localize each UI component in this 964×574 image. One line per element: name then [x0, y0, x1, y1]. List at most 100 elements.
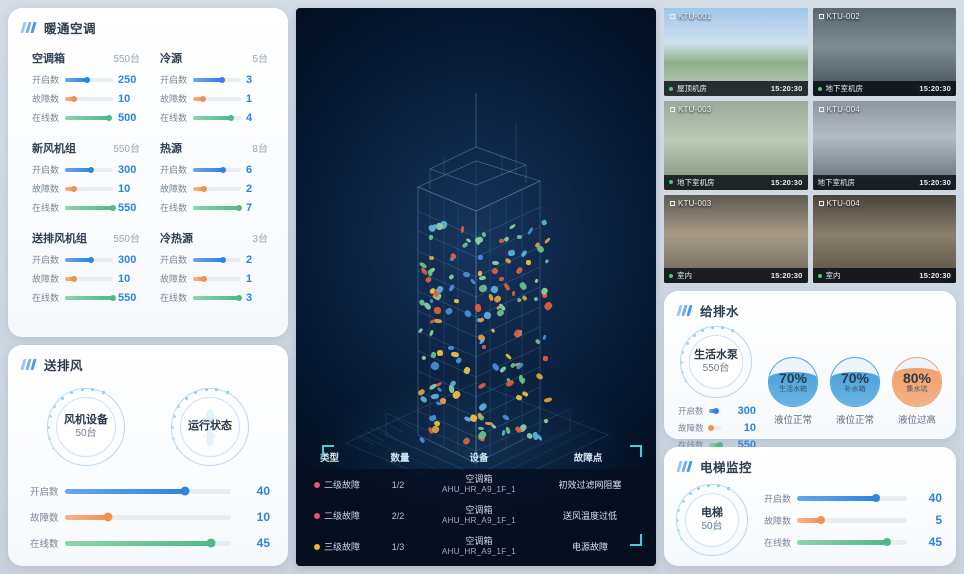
- hvac-4-fault-row[interactable]: 故障数 10: [24, 269, 146, 288]
- hvac-5-online-track[interactable]: [193, 294, 243, 301]
- tank-gauge-0[interactable]: 70% 生活水箱 液位正常: [766, 357, 820, 426]
- water-2-track[interactable]: [709, 441, 724, 448]
- hvac-5-on-knob[interactable]: [219, 256, 226, 263]
- hvac-1-on-knob[interactable]: [218, 76, 225, 83]
- fan-0-knob[interactable]: [180, 486, 190, 496]
- fan-0-track[interactable]: [65, 486, 231, 496]
- hvac-2-online-knob[interactable]: [110, 204, 116, 211]
- hvac-card: 暖通空调 空调箱 550台 开启数 250 故障数 10 在线数 500 冷源 5台 开启数 3 故障数…: [8, 8, 288, 337]
- hvac-1-on-track[interactable]: [193, 76, 241, 83]
- hvac-0-fault-knob[interactable]: [70, 95, 77, 102]
- camera-tile[interactable]: KTU-004 室内 15:20:30: [812, 194, 956, 283]
- camera-tile[interactable]: KTU-002 地下室机房 15:20:30: [812, 8, 956, 97]
- hvac-4-online-track[interactable]: [65, 294, 116, 301]
- hvac-3-on-row[interactable]: 开启数 6: [152, 160, 274, 179]
- hvac-1-on-row[interactable]: 开启数 3: [152, 70, 274, 89]
- fan-0-row[interactable]: 开启数 40: [22, 478, 270, 504]
- hvac-2-fault-row[interactable]: 故障数 10: [24, 179, 146, 198]
- hvac-1-fault-track[interactable]: [193, 95, 241, 102]
- fan-2-row[interactable]: 在线数 45: [22, 530, 270, 556]
- hvac-4-on-track[interactable]: [65, 256, 113, 263]
- lift-1-knob[interactable]: [817, 516, 826, 524]
- hvac-5-online-row[interactable]: 在线数 3: [152, 288, 274, 307]
- lift-0-knob[interactable]: [872, 494, 881, 502]
- hvac-2-fault-track[interactable]: [65, 185, 113, 192]
- water-0-knob[interactable]: [713, 407, 720, 414]
- hvac-4-fault-knob[interactable]: [70, 275, 77, 282]
- building-model[interactable]: 类型 数量 设备 故障点 二级故障 1/2 空调箱 AHU_HR_A9_1F_1 初效过…: [296, 8, 656, 566]
- camera-tile[interactable]: KTU-001 屋顶机房 15:20:30: [664, 8, 808, 97]
- hvac-1-on-label: 开启数: [160, 75, 188, 85]
- lift-0-row[interactable]: 开启数 40: [756, 487, 942, 509]
- hvac-0-online-row[interactable]: 在线数 500: [24, 108, 146, 127]
- hvac-0-fault-row[interactable]: 故障数 10: [24, 89, 146, 108]
- hvac-3-online-knob[interactable]: [236, 204, 243, 211]
- tank-level-fill: [893, 367, 941, 406]
- hvac-1-fault-row[interactable]: 故障数 1: [152, 89, 274, 108]
- hvac-3-fault-track[interactable]: [193, 185, 241, 192]
- lift-2-track[interactable]: [797, 538, 907, 546]
- hvac-4-online-row[interactable]: 在线数 550: [24, 288, 146, 307]
- hvac-1-online-knob[interactable]: [228, 114, 235, 121]
- hvac-3-fault-knob[interactable]: [200, 185, 207, 192]
- lift-0-track[interactable]: [797, 494, 907, 502]
- hvac-3-on-track[interactable]: [193, 166, 241, 173]
- alarm-row[interactable]: 三级故障 1/3 空调箱 AHU_HR_A9_1F_1 电源故障: [310, 531, 642, 562]
- hvac-0-on-row[interactable]: 开启数 250: [24, 70, 146, 89]
- water-1-track[interactable]: [708, 424, 721, 431]
- water-1-row[interactable]: 故障数 10: [676, 419, 756, 436]
- hvac-2-online-row[interactable]: 在线数 550: [24, 198, 146, 217]
- lift-2-knob[interactable]: [883, 538, 892, 546]
- hvac-2-on-row[interactable]: 开启数 300: [24, 160, 146, 179]
- hvac-5-on-track[interactable]: [193, 256, 241, 263]
- tank-gauge-1[interactable]: 70% 补水箱 液位正常: [828, 357, 882, 426]
- hvac-4-fault-track[interactable]: [65, 275, 113, 282]
- water-2-knob[interactable]: [717, 441, 724, 448]
- hvac-0-online-track[interactable]: [65, 114, 113, 121]
- fan-1-track[interactable]: [65, 512, 231, 522]
- water-1-knob[interactable]: [708, 424, 715, 431]
- hvac-0-on-knob[interactable]: [83, 76, 90, 83]
- camera-tile[interactable]: KTU-003 室内 15:20:30: [664, 194, 808, 283]
- hvac-5-fault-knob[interactable]: [200, 275, 207, 282]
- hvac-0-on-track[interactable]: [65, 76, 113, 83]
- alarm-row[interactable]: 二级故障 1/2 空调箱 AHU_HR_A9_1F_1 初效过滤网阻塞: [310, 469, 642, 500]
- hvac-3-on-knob[interactable]: [219, 166, 226, 173]
- hvac-3-fault-row[interactable]: 故障数 2: [152, 179, 274, 198]
- hvac-2-fault-knob[interactable]: [70, 185, 77, 192]
- hvac-3-online-track[interactable]: [193, 204, 243, 211]
- hvac-4-on-knob[interactable]: [88, 256, 95, 263]
- hvac-1-online-row[interactable]: 在线数 4: [152, 108, 274, 127]
- camera-tile[interactable]: KTU-004 地下室机房 15:20:30: [812, 101, 956, 190]
- hvac-0-online-knob[interactable]: [105, 114, 112, 121]
- water-0-track[interactable]: [709, 407, 721, 414]
- hvac-5-online-knob[interactable]: [236, 294, 243, 301]
- hvac-2-on-knob[interactable]: [88, 166, 95, 173]
- hvac-3-on-fill: [193, 167, 223, 172]
- lift-1-track[interactable]: [797, 516, 907, 524]
- alarm-row[interactable]: 二级故障 2/2 空调箱 AHU_HR_A9_1F_1 送风温度过低: [310, 500, 642, 531]
- bim-3d-viewport[interactable]: 类型 数量 设备 故障点 二级故障 1/2 空调箱 AHU_HR_A9_1F_1 初效过…: [296, 8, 656, 566]
- hvac-2-on-track[interactable]: [65, 166, 113, 173]
- hvac-group-head: 送排风机组 550台: [24, 230, 146, 250]
- alarm-table[interactable]: 类型 数量 设备 故障点 二级故障 1/2 空调箱 AHU_HR_A9_1F_1 初效过…: [310, 445, 642, 562]
- hvac-1-online-track[interactable]: [193, 114, 241, 121]
- fan-1-knob[interactable]: [103, 512, 113, 522]
- lift-1-row[interactable]: 故障数 5: [756, 509, 942, 531]
- hvac-5-on-row[interactable]: 开启数 2: [152, 250, 274, 269]
- hvac-2-online-track[interactable]: [65, 204, 116, 211]
- water-0-row[interactable]: 开启数 300: [676, 402, 756, 419]
- lift-2-row[interactable]: 在线数 45: [756, 531, 942, 553]
- hvac-5-fault-track[interactable]: [193, 275, 241, 282]
- fan-2-knob[interactable]: [206, 538, 216, 548]
- hvac-4-on-row[interactable]: 开启数 300: [24, 250, 146, 269]
- fan-1-row[interactable]: 故障数 10: [22, 504, 270, 530]
- hvac-5-fault-row[interactable]: 故障数 1: [152, 269, 274, 288]
- hvac-3-online-row[interactable]: 在线数 7: [152, 198, 274, 217]
- camera-tile[interactable]: KTU-003 地下室机房 15:20:30: [664, 101, 808, 190]
- fan-2-track[interactable]: [65, 538, 231, 548]
- hvac-1-fault-knob[interactable]: [199, 95, 206, 102]
- hvac-4-online-knob[interactable]: [110, 294, 116, 301]
- hvac-0-fault-track[interactable]: [65, 95, 113, 102]
- tank-gauge-2[interactable]: 80% 集水坑 液位过高: [890, 357, 944, 426]
